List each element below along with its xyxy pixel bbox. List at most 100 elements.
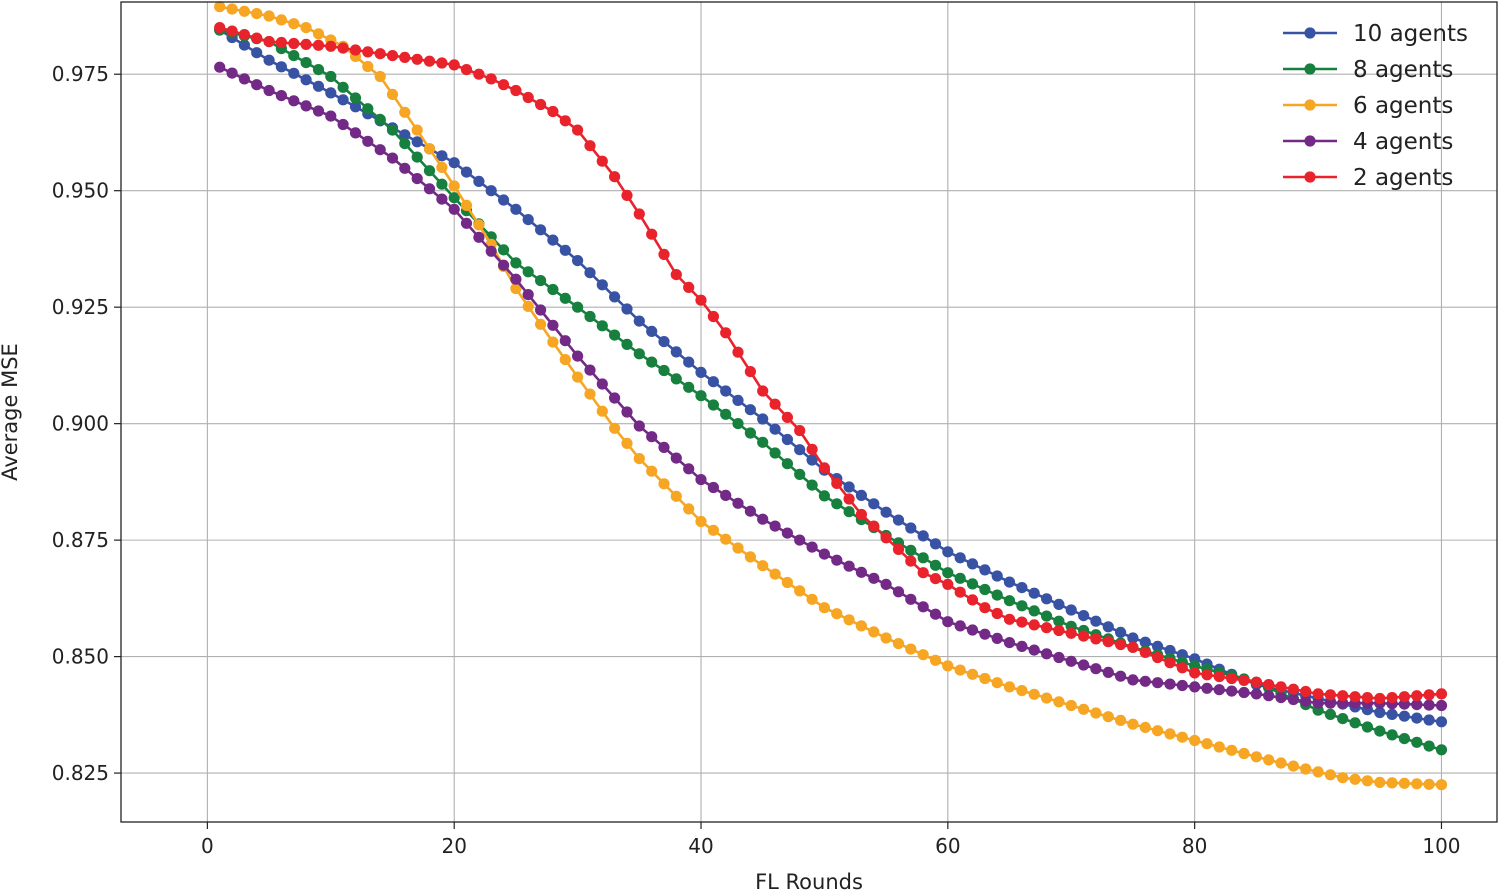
data-point-6-agents: [547, 336, 559, 348]
data-point-10-agents: [251, 47, 263, 59]
data-point-2-agents: [325, 40, 337, 52]
data-point-4-agents: [1275, 692, 1287, 704]
data-point-4-agents: [880, 578, 892, 591]
data-point-2-agents: [1164, 657, 1176, 669]
data-point-2-agents: [1300, 685, 1312, 698]
data-point-4-agents: [966, 624, 979, 636]
data-point-10-agents: [1164, 644, 1176, 657]
data-point-4-agents: [1287, 693, 1299, 706]
data-point-4-agents: [942, 616, 954, 628]
data-point-6-agents: [670, 490, 682, 502]
data-point-6-agents: [226, 3, 238, 15]
data-point-4-agents: [485, 245, 497, 257]
data-point-2-agents: [510, 84, 522, 97]
data-point-10-agents: [596, 279, 608, 291]
data-point-6-agents: [300, 22, 312, 34]
data-point-2-agents: [1374, 692, 1386, 705]
data-point-2-agents: [954, 586, 966, 598]
data-point-10-agents: [399, 129, 411, 141]
data-point-4-agents: [288, 95, 300, 107]
data-point-2-agents: [683, 281, 695, 293]
data-point-4-agents: [892, 586, 905, 598]
data-point-8-agents: [1337, 713, 1349, 725]
data-point-2-agents: [868, 520, 880, 532]
data-point-8-agents: [374, 113, 386, 125]
data-point-2-agents: [1312, 688, 1324, 700]
data-point-4-agents: [535, 304, 547, 316]
data-point-4-agents: [633, 420, 645, 432]
data-point-10-agents: [572, 255, 584, 267]
data-point-10-agents: [905, 522, 917, 534]
data-point-2-agents: [855, 508, 868, 521]
data-point-10-agents: [1435, 716, 1448, 728]
data-point-2-agents: [312, 39, 325, 51]
data-point-10-agents: [1003, 576, 1016, 588]
data-point-10-agents: [868, 498, 880, 510]
data-point-2-agents: [917, 567, 929, 579]
data-point-2-agents: [1053, 624, 1065, 637]
data-point-8-agents: [929, 559, 942, 571]
data-point-10-agents: [337, 94, 349, 106]
data-point-4-agents: [1041, 648, 1053, 660]
data-point-6-agents: [251, 8, 263, 20]
data-point-2-agents: [621, 189, 633, 201]
data-point-2-agents: [1324, 689, 1336, 701]
data-point-2-agents: [707, 310, 720, 323]
data-point-6-agents: [312, 28, 325, 40]
data-point-10-agents: [670, 346, 682, 358]
data-point-4-agents: [609, 392, 621, 404]
data-point-10-agents: [522, 214, 534, 226]
data-point-8-agents: [609, 329, 621, 341]
data-point-4-agents: [460, 217, 473, 229]
legend-item-4-agents: 4 agents: [1283, 129, 1453, 155]
data-point-6-agents: [732, 542, 744, 554]
data-point-6-agents: [1324, 769, 1336, 781]
grid-lines: [121, 2, 1497, 822]
data-point-6-agents: [1337, 772, 1349, 784]
data-point-4-agents: [1176, 679, 1188, 692]
data-point-4-agents: [695, 474, 707, 486]
series-4-agents: [214, 61, 1448, 712]
legend-item-6-agents: 6 agents: [1283, 93, 1453, 119]
data-point-8-agents: [300, 57, 312, 69]
data-point-8-agents: [806, 479, 818, 491]
data-point-2-agents: [646, 228, 658, 240]
data-point-6-agents: [942, 660, 954, 672]
data-point-4-agents: [1300, 695, 1312, 707]
y-tick-label: 0.900: [52, 412, 109, 436]
data-point-6-agents: [1411, 778, 1423, 790]
data-point-10-agents: [1078, 610, 1090, 622]
data-point-2-agents: [658, 248, 670, 260]
data-point-4-agents: [362, 135, 374, 147]
data-point-6-agents: [1127, 718, 1139, 730]
data-point-8-agents: [386, 124, 399, 136]
data-point-2-agents: [744, 366, 757, 378]
data-point-6-agents: [794, 585, 806, 597]
data-point-8-agents: [547, 283, 559, 296]
data-point-6-agents: [510, 282, 522, 295]
data-point-10-agents: [1139, 636, 1151, 648]
data-point-2-agents: [547, 105, 559, 118]
data-point-8-agents: [1386, 729, 1398, 741]
data-point-2-agents: [498, 79, 510, 91]
data-point-10-agents: [1423, 714, 1435, 726]
data-point-8-agents: [1398, 733, 1410, 745]
y-axis-label: Average MSE: [0, 343, 22, 481]
data-point-10-agents: [892, 514, 905, 526]
data-point-6-agents: [633, 453, 645, 465]
data-point-4-agents: [1263, 690, 1275, 702]
data-point-2-agents: [214, 22, 226, 34]
data-point-6-agents: [843, 614, 855, 626]
legend-item-10-agents: 10 agents: [1283, 21, 1468, 47]
data-point-4-agents: [794, 534, 806, 546]
data-point-6-agents: [744, 551, 757, 563]
data-point-4-agents: [423, 183, 436, 195]
data-point-4-agents: [646, 431, 658, 443]
data-point-6-agents: [263, 10, 275, 22]
legend-item-2-agents: 2 agents: [1283, 165, 1453, 191]
data-point-10-agents: [633, 315, 645, 327]
data-point-6-agents: [806, 593, 818, 605]
data-point-4-agents: [929, 608, 942, 620]
data-point-8-agents: [707, 399, 720, 411]
